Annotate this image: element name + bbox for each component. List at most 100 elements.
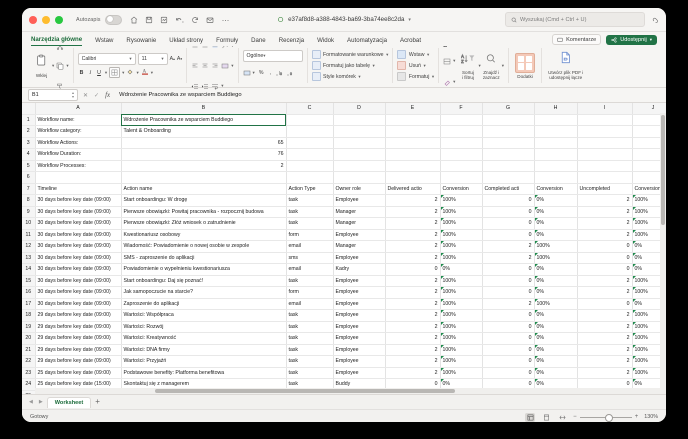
cell-conversion-3[interactable]: 0% [632,252,666,264]
table-row[interactable]: 9 30 days before key date (09:00) Pierwsze… [22,206,666,218]
sheet-tab-worksheet[interactable]: Worksheet [46,396,92,408]
cell-timeline[interactable]: 29 days before key date (09:00) [35,309,122,322]
cell-conversion-2[interactable]: 0% [534,275,578,287]
table-row[interactable]: 8 30 days before key date (09:00) Start on… [22,194,666,207]
cell-conversion-2[interactable]: 0% [534,344,578,356]
addins-button[interactable]: Dodatki [513,52,537,79]
cell-owner-role[interactable]: Employee [333,332,386,345]
cell-empty[interactable] [385,160,441,172]
page-break-view-button[interactable] [557,413,567,422]
name-box-chevron-icon[interactable]: ▴ ▾ [71,90,74,99]
fill-icon[interactable] [443,52,451,70]
cell-completed[interactable]: 0 [482,217,535,230]
table-row[interactable]: 16 30 days before key date (09:00) Jak sam… [22,286,666,299]
row-header[interactable]: 4 [22,148,36,161]
chevron-down-icon[interactable]: ▾ [408,16,411,23]
table-row[interactable]: 4 Workflow Duration: 76 [22,148,666,161]
page-layout-view-button[interactable] [541,413,551,422]
clear-icon[interactable] [443,73,451,91]
cell-conversion-3[interactable]: 100% [632,194,666,207]
formula-input[interactable]: Wdrożenie Pracownika ze wsparciem Buddie… [119,92,242,98]
print-preview-icon[interactable] [160,16,168,24]
cell-b[interactable]: 65 [121,137,287,149]
borders-button[interactable] [109,67,121,78]
table-row[interactable]: 20 29 days before key date (09:00) Wartośc… [22,332,666,345]
paste-chevron-icon[interactable]: ▾ [52,62,55,68]
cell-empty[interactable] [534,137,578,149]
cell-action-name[interactable]: Wartości: DNA firmy [121,344,287,356]
decrease-font-size-button[interactable]: A▾ [176,56,183,62]
cell-conversion-1[interactable]: 100% [440,252,483,264]
cell-empty[interactable] [440,160,483,172]
table-row[interactable]: 14 30 days before key date (09:00) Powiado… [22,263,666,276]
cell-completed[interactable]: 0 [482,309,535,322]
autosave-switch[interactable] [104,14,122,25]
cell-action-type[interactable]: email [286,298,334,310]
cell-delivered[interactable]: 2 [385,286,441,299]
font-color-button[interactable]: A [141,67,149,78]
row-header[interactable]: 24 [22,378,36,391]
cell-timeline[interactable]: 30 days before key date (09:00) [35,194,122,207]
font-name-chevron-icon[interactable]: ▾ [129,56,132,61]
cell-owner-role[interactable]: Employee [333,321,386,333]
tab-uklad-strony[interactable]: Układ strony [169,37,204,44]
cancel-formula-icon[interactable]: ✕ [83,92,89,99]
cell-empty[interactable] [482,171,535,184]
cell-action-name[interactable]: Powiadomienie o wypełnieniu kwestionariu… [121,263,287,276]
align-right-icon[interactable] [211,57,219,75]
row-header[interactable]: 9 [22,206,36,218]
column-title-1[interactable]: Action name [121,183,287,195]
align-left-icon[interactable] [191,57,199,75]
ribbon-options-icon[interactable] [651,11,659,29]
cell-action-name[interactable]: Kwestionariusz osobowy [121,229,287,241]
vertical-scrollbar[interactable] [660,113,666,388]
name-box[interactable]: B1 ▴ ▾ [28,89,78,101]
cell-empty[interactable] [632,125,666,138]
cell-empty[interactable] [577,137,633,149]
window-controls[interactable] [29,15,63,24]
tab-automatyzacja[interactable]: Automatyzacja [347,37,388,44]
wrap-text-icon[interactable] [211,77,219,95]
home-icon[interactable] [130,16,138,24]
cell-empty[interactable] [534,125,578,138]
cell-completed[interactable]: 0 [482,286,535,299]
cell-timeline[interactable]: 29 days before key date (09:00) [35,321,122,333]
table-row[interactable]: 18 29 days before key date (09:00) Wartośc… [22,309,666,322]
cell-empty[interactable] [577,171,633,184]
normal-view-button[interactable] [525,412,536,422]
merge-cells-icon[interactable] [221,57,229,75]
cell-action-type[interactable]: email [286,263,334,276]
find-select-chevron-icon[interactable]: ▾ [501,62,505,68]
cell-empty[interactable] [440,148,483,161]
cell-action-name[interactable]: Jak samopoczucie na starcie? [121,286,287,299]
cell-owner-role[interactable]: Manager [333,206,386,218]
cell-conversion-3[interactable]: 100% [632,332,666,345]
increase-font-size-button[interactable]: A▴ [169,56,175,62]
cell-empty[interactable] [632,171,666,184]
mail-icon[interactable] [206,16,214,24]
cell-owner-role[interactable]: Employee [333,252,386,264]
fill-chevron-icon[interactable]: ▾ [453,57,456,63]
cell-owner-role[interactable]: Employee [333,367,386,379]
cell-conversion-1[interactable]: 100% [440,194,483,207]
row-header[interactable]: 8 [22,194,36,207]
cell-conversion-1[interactable]: 100% [440,332,483,345]
column-header-d[interactable]: D [333,103,386,115]
cell-conversion-3[interactable]: 100% [632,321,666,333]
cell-uncompleted[interactable]: 2 [577,206,633,218]
column-header-i[interactable]: I [577,103,633,115]
table-row[interactable]: 5 Workflow Processes: 2 [22,160,666,172]
table-row[interactable]: 21 29 days before key date (09:00) Wartośc… [22,344,666,356]
currency-icon[interactable] [243,64,251,82]
minimize-window-button[interactable] [42,15,50,24]
table-row[interactable]: 17 30 days before key date (09:00) Zaprosz… [22,298,666,310]
cell-action-name[interactable]: Zaproszenie do aplikacji [121,298,287,310]
table-row[interactable]: 22 29 days before key date (09:00) Wartośc… [22,355,666,368]
table-row[interactable]: 3 Workflow Actions: 65 [22,137,666,149]
row-header[interactable]: 7 [22,183,36,195]
column-title-4[interactable]: Delivered actio [385,183,441,195]
cell-action-type[interactable]: task [286,332,334,345]
cell-conversion-3[interactable]: 100% [632,286,666,299]
delete-cells-button[interactable]: Usuń ▾ [397,61,434,70]
